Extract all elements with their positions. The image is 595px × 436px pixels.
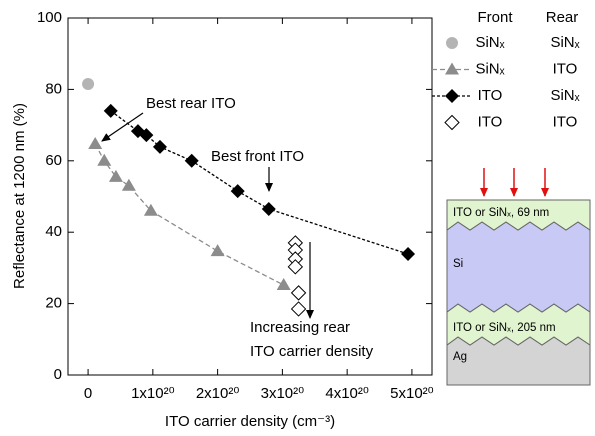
x-tick-label: 4x10²⁰: [325, 385, 369, 402]
y-tick-label: 80: [45, 80, 62, 97]
point: [262, 202, 276, 216]
x-tick-label: 3x10²⁰: [261, 385, 305, 402]
x-axis-label: ITO carrier density (cm⁻³): [165, 413, 335, 430]
point: [211, 244, 225, 256]
y-tick-label: 60: [45, 152, 62, 169]
point: [122, 179, 136, 191]
legend-label: ITO: [478, 87, 503, 104]
annotation: Best front ITO: [211, 148, 304, 165]
legend-label: SiNₓ: [475, 34, 504, 51]
figure: Reflectance at 1200 nm (%) ITO carrier d…: [0, 0, 595, 436]
point: [185, 154, 199, 168]
legend-label: SiNₓ: [550, 34, 579, 51]
point: [401, 247, 415, 261]
y-tick-label: 40: [45, 223, 62, 240]
x-tick-label: 0: [84, 385, 92, 402]
legend-marker: [446, 37, 458, 49]
point: [231, 184, 245, 198]
y-tick-label: 20: [45, 295, 62, 312]
legend-marker: [445, 116, 459, 130]
legend-marker: [445, 89, 459, 103]
layer-label: Ag: [453, 351, 467, 363]
layer-label: ITO or SiNₓ, 69 nm: [453, 207, 549, 219]
legend-label: ITO: [553, 60, 578, 77]
y-tick-label: 100: [37, 9, 62, 26]
series-line: [111, 111, 408, 254]
annotation: Best rear ITO: [146, 95, 236, 112]
point: [288, 260, 302, 274]
point: [97, 154, 111, 166]
legend-header: Front: [477, 9, 513, 26]
legend-header: Rear: [546, 9, 579, 26]
legend-marker: [445, 63, 459, 75]
point: [109, 170, 123, 182]
point: [292, 302, 306, 316]
layer-label: Si: [453, 258, 463, 270]
x-tick-label: 2x10²⁰: [196, 385, 240, 402]
point: [153, 140, 167, 154]
schematic: ITO or SiNₓ, 69 nm Si ITO or SiNₓ, 205 n…: [447, 168, 590, 385]
x-tick-label: 1x10²⁰: [131, 385, 175, 402]
annotation: Increasing rear: [250, 319, 350, 336]
y-axis-label: Reflectance at 1200 nm (%): [11, 103, 28, 289]
point: [292, 286, 306, 300]
legend-label: SiNₓ: [475, 60, 504, 77]
layer-label: ITO or SiNₓ, 205 nm: [453, 322, 556, 334]
si-layer: [447, 222, 590, 312]
legend-label: ITO: [478, 113, 503, 130]
legend-label: SiNₓ: [550, 87, 579, 104]
y-tick-label: 0: [54, 366, 62, 383]
point: [104, 104, 118, 118]
annotation: ITO carrier density: [250, 343, 374, 360]
point: [277, 278, 291, 290]
legend-label: ITO: [553, 113, 578, 130]
point: [82, 78, 94, 90]
point: [88, 137, 102, 149]
x-tick-label: 5x10²⁰: [390, 385, 434, 402]
